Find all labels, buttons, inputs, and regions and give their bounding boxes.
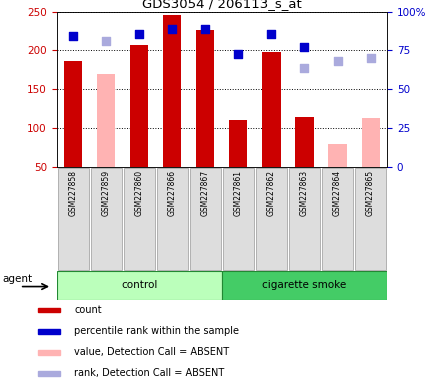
Bar [64, 61, 82, 167]
Bar [163, 15, 181, 167]
Title: GDS3054 / 206113_s_at: GDS3054 / 206113_s_at [141, 0, 301, 10]
Bar [56, 271, 221, 300]
Text: cigarette smoke: cigarette smoke [262, 280, 346, 290]
Bar [328, 144, 346, 167]
Point [69, 33, 76, 40]
Text: GSM227867: GSM227867 [201, 170, 209, 216]
Text: GSM227864: GSM227864 [332, 170, 341, 216]
Bar [262, 52, 280, 167]
Bar [38, 371, 60, 376]
Bar [295, 117, 313, 167]
Text: GSM227858: GSM227858 [69, 170, 77, 216]
Text: GSM227861: GSM227861 [233, 170, 242, 216]
Text: control: control [121, 280, 157, 290]
Text: agent: agent [3, 274, 33, 284]
Bar [38, 329, 60, 334]
Text: GSM227865: GSM227865 [365, 170, 374, 216]
Text: percentile rank within the sample: percentile rank within the sample [74, 326, 239, 336]
Bar [189, 168, 220, 270]
Bar [57, 168, 89, 270]
Bar [288, 168, 319, 270]
Text: GSM227860: GSM227860 [135, 170, 143, 216]
Text: GSM227859: GSM227859 [102, 170, 110, 216]
Bar [255, 168, 286, 270]
Point [102, 38, 109, 44]
Bar [130, 45, 148, 167]
Bar [221, 271, 386, 300]
Point [300, 65, 307, 71]
Bar [321, 168, 352, 270]
Point [234, 50, 241, 56]
Point [366, 55, 373, 61]
Point [135, 31, 142, 37]
Point [300, 43, 307, 50]
Bar [196, 30, 214, 167]
Point [267, 31, 274, 37]
Text: GSM227862: GSM227862 [266, 170, 275, 216]
Bar [90, 168, 122, 270]
Bar [229, 119, 247, 167]
Text: GSM227863: GSM227863 [299, 170, 308, 216]
Bar [354, 168, 385, 270]
Point [201, 26, 208, 33]
Bar [222, 168, 253, 270]
Bar [156, 168, 187, 270]
Bar [38, 308, 60, 313]
Text: count: count [74, 305, 102, 315]
Point [333, 58, 340, 65]
Text: GSM227866: GSM227866 [168, 170, 176, 216]
Text: rank, Detection Call = ABSENT: rank, Detection Call = ABSENT [74, 368, 224, 379]
Bar [38, 350, 60, 355]
Text: value, Detection Call = ABSENT: value, Detection Call = ABSENT [74, 347, 229, 358]
Bar [97, 74, 115, 167]
Bar [123, 168, 155, 270]
Bar [361, 118, 379, 167]
Point [168, 26, 175, 32]
